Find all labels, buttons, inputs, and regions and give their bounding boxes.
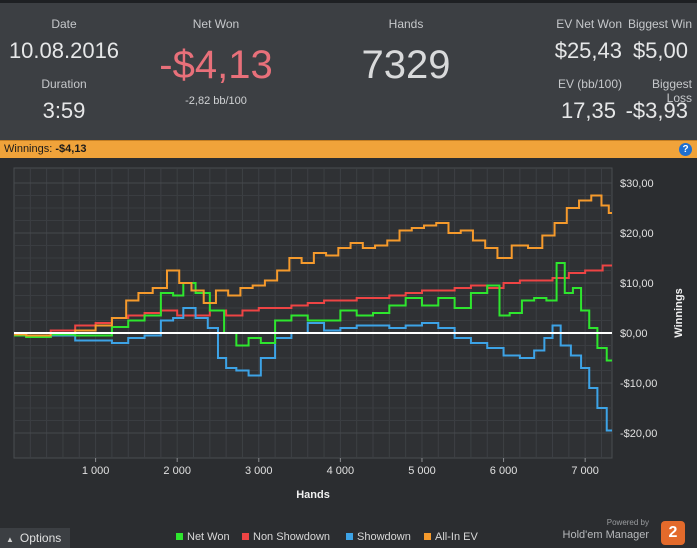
net-won-label: Net Won (192, 17, 240, 31)
y-tick-label: $20,00 (620, 228, 654, 240)
ev-net-won-label: EV Net Won (556, 17, 622, 31)
biggest-loss-label: Biggest Loss (651, 77, 692, 105)
legend-swatch (176, 533, 183, 540)
date-value: 10.08.2016 (8, 38, 120, 63)
options-button[interactable]: ▲ Options (0, 528, 70, 548)
triangle-up-icon: ▲ (6, 535, 14, 544)
options-label: Options (19, 531, 62, 545)
x-tick-label: 4 000 (327, 465, 355, 477)
legend-label: All-In EV (435, 531, 478, 543)
x-tick-label: 1 000 (82, 465, 110, 477)
brand-name: Hold'em Manager (562, 529, 649, 541)
duration-value: 3:59 (42, 98, 86, 123)
legend-label: Net Won (187, 531, 230, 543)
series-line-net-won (14, 262, 612, 362)
legend-swatch (242, 533, 249, 540)
series-line-showdown (14, 307, 612, 432)
legend-item-allin-ev[interactable]: All-In EV (424, 531, 478, 543)
y-tick-label: -$10,00 (620, 378, 657, 390)
ev-bb-label: EV (bb/100) (557, 77, 622, 91)
legend-item-net-won[interactable]: Net Won (176, 531, 230, 543)
winnings-chart: 1 000 2 000 3 000 4 000 5 000 6 000 7 000 $30,0… (0, 158, 697, 526)
bb-per-100: -2,82 bb/100 (185, 95, 247, 107)
legend-item-non-showdown[interactable]: Non Showdown (242, 531, 330, 543)
biggest-loss-value: -$3,93 (625, 98, 688, 123)
ev-bb-value: 17,35 (560, 98, 616, 123)
winnings-summary: Winnings: -$4,13 (4, 143, 87, 155)
x-tick-label: 3 000 (245, 465, 273, 477)
legend-label: Showdown (357, 531, 411, 543)
winnings-label: Winnings: (4, 143, 53, 155)
y-tick-label: $0,00 (620, 328, 648, 340)
brand-powered-by: Powered by (606, 518, 649, 527)
x-tick-label: 6 000 (490, 465, 518, 477)
winnings-value: -$4,13 (55, 143, 87, 155)
help-icon[interactable]: ? (679, 143, 692, 156)
duration-label: Duration (41, 77, 87, 91)
hands-label: Hands (388, 17, 424, 31)
winnings-bar: Winnings: -$4,13 ? (0, 140, 697, 158)
chart-svg: 1 000 2 000 3 000 4 000 5 000 6 000 7 000 $30,0… (13, 167, 685, 501)
y-tick-label: $30,00 (620, 178, 654, 190)
hm2-logo-icon: 2 (661, 521, 685, 545)
x-tick-label: 2 000 (163, 465, 191, 477)
legend-label: Non Showdown (253, 531, 331, 543)
legend-swatch (424, 533, 431, 540)
y-tick-label: $10,00 (620, 278, 654, 290)
stats-panel: Date 10.08.2016 Duration 3:59 Net Won -$… (0, 0, 697, 140)
legend-swatch (346, 533, 353, 540)
y-tick-label: -$20,00 (620, 428, 657, 440)
net-won-value: -$4,13 (159, 43, 273, 87)
x-tick-label: 5 000 (408, 465, 436, 477)
brand-logo: Powered by Hold'em Manager 2 (545, 518, 685, 548)
series-line-non-showdown (14, 264, 612, 336)
ev-net-won-value: $25,43 (554, 38, 622, 63)
bottom-bar: ▲ Options Net Won Non Showdown Showdown A… (0, 518, 697, 548)
x-axis-label: Hands (296, 489, 330, 501)
biggest-win-value: $5,00 (632, 38, 688, 63)
legend-item-showdown[interactable]: Showdown (346, 531, 411, 543)
series-line-allin-ev (14, 194, 612, 337)
date-label: Date (51, 17, 77, 31)
biggest-win-label: Biggest Win (627, 17, 692, 31)
hands-value: 7329 (361, 43, 451, 87)
x-tick-label: 7 000 (571, 465, 599, 477)
y-axis-label: Winnings (673, 288, 685, 337)
